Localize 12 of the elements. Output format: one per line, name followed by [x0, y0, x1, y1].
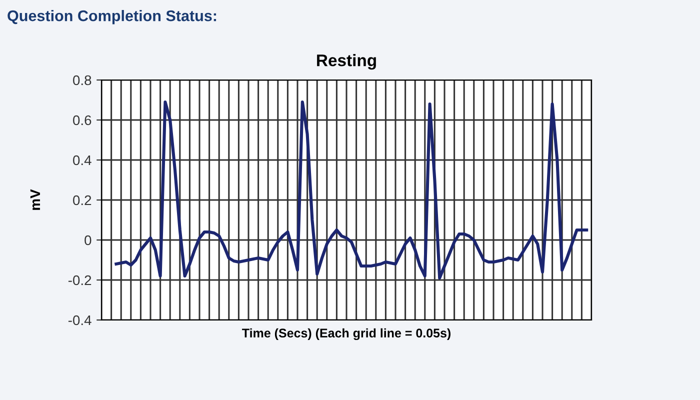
y-tick-label: 0.6 [73, 115, 92, 126]
y-tick-label: -0.2 [68, 275, 92, 286]
y-tick-label: 0.8 [73, 75, 92, 86]
line-series [114, 100, 588, 280]
chart-title: Resting [317, 54, 376, 70]
y-tick-label: -0.4 [68, 315, 92, 326]
y-tick-label: 0 [84, 235, 92, 246]
y-tick-label: 0.4 [73, 155, 92, 166]
y-tick-label: 0.2 [73, 195, 92, 206]
text: Question Completion Status: [8, 10, 216, 24]
x-axis-title: Time (Secs) (Each grid line = 0.05s) [242, 328, 451, 340]
y-axis-title: mV [30, 189, 40, 210]
